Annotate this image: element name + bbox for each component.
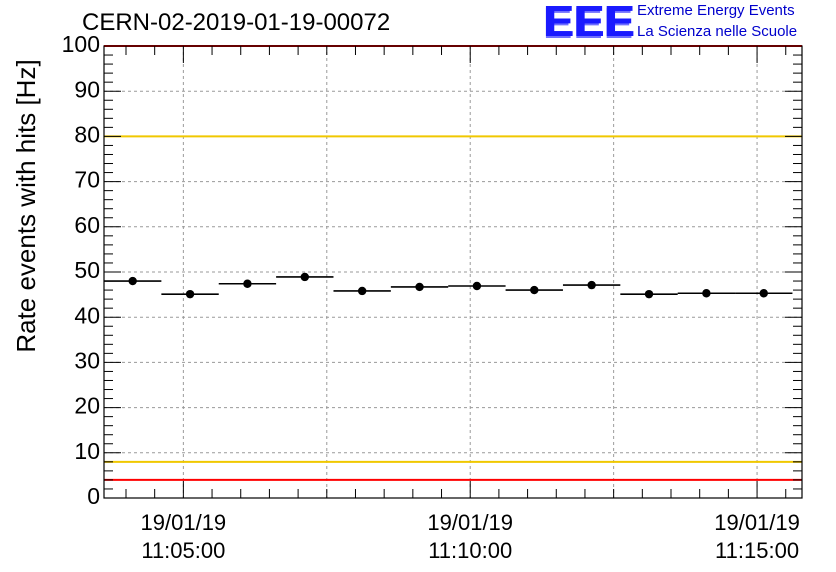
- y-tick-labels: 0 10 20 30 40 50 60 70 80 90 100: [62, 31, 100, 509]
- data-point: [702, 289, 711, 298]
- logo-line-1: Extreme Energy Events: [637, 2, 795, 19]
- x-tick-date-label: 19/01/19: [141, 510, 227, 535]
- eee-logo-mark: EEE: [543, 0, 635, 46]
- data-point: [357, 286, 367, 296]
- reference-lines: [104, 45, 802, 481]
- y-axis-title: Rate events with hits [Hz]: [11, 59, 41, 352]
- data-point: [587, 280, 596, 290]
- y-tick-label: 100: [62, 31, 100, 57]
- x-tick-time-label: 11:15:00: [715, 538, 799, 563]
- data-point: [300, 272, 309, 282]
- x-tick-time-label: 11:05:00: [141, 538, 225, 563]
- y-tick-label: 40: [74, 302, 100, 328]
- y-tick-label: 0: [87, 483, 100, 509]
- data-point: [128, 276, 137, 286]
- x-tick-date-label: 19/01/19: [427, 510, 513, 535]
- data-point: [759, 289, 768, 298]
- y-tick-label: 30: [74, 347, 100, 373]
- data-point: [644, 289, 654, 299]
- x-tick-labels: 19/01/19 11:05:00 19/01/19 11:10:00 19/01/19…: [141, 510, 800, 563]
- x-tick-date-label: 19/01/19: [714, 510, 800, 535]
- y-tick-label: 10: [74, 438, 100, 464]
- data-point: [415, 282, 424, 292]
- x-tick-time-label: 11:10:00: [428, 538, 512, 563]
- y-tick-label: 90: [74, 76, 100, 102]
- y-tick-label: 20: [74, 393, 100, 419]
- grid-lines: [104, 46, 802, 498]
- data-series: [104, 272, 793, 299]
- eee-logo: EEE Extreme Energy Events La Scienza nel…: [543, 0, 836, 46]
- y-tick-label: 70: [74, 167, 100, 193]
- y-tick-label: 60: [74, 212, 100, 238]
- data-point: [472, 281, 482, 291]
- data-point: [185, 289, 195, 299]
- y-tick-label: 50: [74, 257, 100, 283]
- data-point: [243, 279, 252, 288]
- logo-line-2: La Scienza nelle Scuole: [637, 23, 798, 40]
- chart-title: CERN-02-2019-01-19-00072: [82, 9, 391, 36]
- axis-ticks: [104, 45, 802, 499]
- y-tick-label: 80: [74, 121, 100, 147]
- data-point: [530, 285, 539, 295]
